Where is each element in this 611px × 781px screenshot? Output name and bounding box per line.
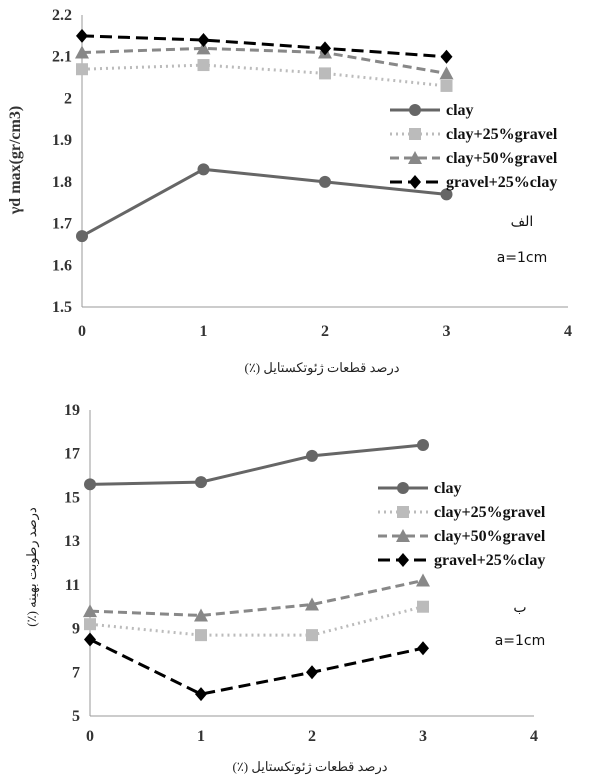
series-line-clay+25%gravel (81, 63, 447, 88)
data-point-clay (76, 230, 88, 243)
legend-label: clay+50%gravel (434, 528, 546, 545)
data-point-clay+25%gravel (84, 618, 96, 631)
legend-label: gravel+25%clay (434, 552, 545, 569)
x-tick-label: 3 (443, 323, 451, 340)
legend-label: gravel+25%clay (446, 174, 557, 191)
legend-label: clay+25%gravel (446, 126, 558, 143)
series-line-clay (89, 443, 424, 486)
legend-label: clay (434, 480, 462, 497)
y-tick-label: 5 (72, 708, 80, 725)
data-point-clay+25%gravel (440, 79, 453, 92)
data-point-gravel+25%clay (440, 49, 453, 64)
legend-marker-clay+50%gravel (408, 151, 422, 164)
data-point-clay+50%gravel (196, 41, 211, 55)
annotation-size: a=1cm (497, 250, 548, 266)
series-line-clay+50%gravel (81, 46, 447, 75)
data-point-clay (306, 449, 318, 462)
series-line-gravel+25%clay (81, 34, 447, 59)
x-tick-label: 1 (200, 323, 208, 340)
legend-label: clay+25%gravel (434, 504, 546, 521)
data-point-clay+25%gravel (319, 67, 331, 80)
x-tick-label: 2 (308, 728, 316, 745)
x-axis-label: درصد قطعات ژئوتکستایل (٪) (244, 360, 399, 376)
data-point-gravel+25%clay (306, 665, 318, 680)
y-tick-label: 1.8 (52, 174, 72, 191)
data-point-gravel+25%clay (319, 41, 331, 56)
y-tick-label: 13 (64, 533, 80, 550)
data-point-clay+50%gravel (194, 608, 208, 622)
data-point-clay+25%gravel (195, 629, 207, 642)
series-line-gravel+25%clay (89, 638, 424, 696)
chart-density: 1.5 1.6 1.7 1.8 1.9 2 2.1 2.2 0 1 2 3 4 clay clay+25%g… (7, 7, 572, 376)
series-line-clay+50%gravel (89, 579, 424, 617)
data-point-clay+50%gravel (305, 597, 319, 611)
legend-marker-clay+25%gravel (397, 506, 409, 518)
x-tick-label: 4 (564, 323, 572, 340)
annotation-letter: ب (513, 600, 526, 616)
legend-label: clay (446, 102, 474, 119)
data-point-gravel+25%clay (76, 28, 88, 43)
x-axis-label: درصد قطعات ژئوتکستایل (٪) (232, 759, 387, 775)
y-tick-label: 19 (64, 402, 80, 419)
legend-marker-clay (409, 104, 421, 116)
data-point-clay+25%gravel (417, 600, 429, 613)
annotation-size: a=1cm (495, 633, 546, 649)
y-axis-label: γd max(gr/cm3) (7, 106, 24, 215)
legend-marker-clay (397, 482, 409, 494)
data-point-clay+50%gravel (439, 66, 454, 80)
y-tick-label: 1.5 (52, 299, 72, 316)
annotation-letter: الف (511, 214, 534, 230)
data-point-clay+50%gravel (416, 573, 430, 587)
y-tick-label: 11 (65, 577, 80, 594)
data-point-gravel+25%clay (195, 687, 207, 702)
y-tick-label: 1.6 (52, 257, 72, 274)
legend-marker-gravel+25%clay (397, 553, 409, 567)
data-point-clay (197, 163, 210, 176)
data-point-clay (84, 478, 96, 491)
data-point-clay+25%gravel (76, 63, 88, 76)
series-line-clay+25%gravel (89, 605, 424, 637)
data-point-gravel+25%clay (417, 641, 429, 656)
y-tick-label: 2.2 (52, 7, 72, 24)
data-point-clay (417, 438, 429, 451)
y-tick-label: 7 (72, 664, 80, 681)
x-tick-label: 2 (321, 323, 329, 340)
data-point-clay+25%gravel (306, 629, 318, 642)
y-tick-label: 2.1 (52, 49, 72, 66)
y-tick-label: 17 (64, 446, 80, 463)
data-point-clay+50%gravel (75, 45, 89, 59)
data-point-clay (440, 188, 453, 201)
x-tick-label: 0 (78, 323, 86, 340)
y-tick-label: 1.9 (52, 132, 72, 149)
chart-moisture: 5 7 9 11 13 15 17 19 0 1 2 3 4 clay clay+25%gravel clay… (24, 402, 546, 775)
legend-marker-gravel+25%clay (409, 175, 421, 189)
data-point-gravel+25%clay (197, 33, 210, 48)
x-tick-label: 3 (419, 728, 427, 745)
y-axis-label: درصد رطوبت بهینه (٪) (24, 507, 40, 627)
y-tick-label: 9 (72, 621, 80, 638)
legend-label: clay+50%gravel (446, 150, 558, 167)
y-tick-label: 1.7 (52, 216, 72, 233)
series-line-clay (81, 167, 447, 238)
legend-marker-clay+25%gravel (409, 128, 421, 140)
data-point-clay (195, 476, 207, 489)
y-tick-label: 15 (64, 489, 80, 506)
x-tick-label: 0 (86, 728, 94, 745)
x-tick-label: 1 (197, 728, 205, 745)
data-point-clay+25%gravel (197, 59, 210, 72)
data-point-clay+50%gravel (83, 604, 97, 618)
data-point-clay (319, 175, 331, 188)
x-tick-label: 4 (530, 728, 538, 745)
data-point-gravel+25%clay (84, 632, 96, 647)
legend-marker-clay+50%gravel (396, 529, 410, 542)
y-tick-label: 2 (64, 90, 72, 107)
